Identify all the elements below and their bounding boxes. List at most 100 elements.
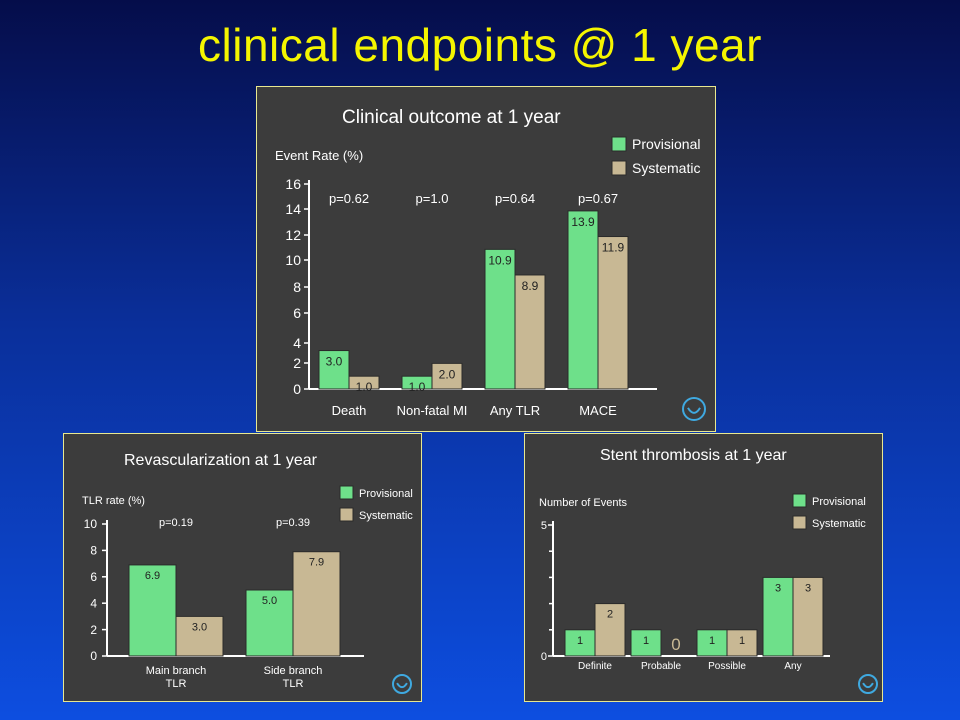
slide-title: clinical endpoints @ 1 year: [198, 19, 762, 71]
y-tick-label: 2: [293, 355, 301, 371]
y-tick-label: 0: [90, 649, 97, 663]
legend-label: Provisional: [812, 496, 866, 508]
bar-data-label: 6.9: [145, 570, 160, 582]
bar-systematic: [175, 615, 224, 657]
bar-provisional: [696, 629, 728, 657]
y-axis-label: Event Rate (%): [275, 148, 363, 163]
bar-systematic: [431, 362, 463, 390]
legend-swatch-systematic: [792, 515, 807, 530]
x-category-label: Side branch: [264, 665, 323, 677]
revascularization-chart: Revascularization at 1 year TLR rate (%) 0…: [82, 452, 413, 694]
chart-title: Stent thrombosis at 1 year: [600, 447, 787, 464]
x-category-label: TLR: [283, 678, 304, 690]
x-category-label: Non-fatal MI: [397, 403, 468, 418]
bar-data-label: 10.9: [488, 253, 512, 267]
stent-thrombosis-chart: Stent thrombosis at 1 year Number of Even…: [539, 447, 878, 694]
chart-title: Revascularization at 1 year: [124, 452, 318, 469]
bar-provisional: [762, 576, 794, 657]
bar-data-label: 8.9: [522, 279, 539, 293]
legend-swatch-provisional: [792, 493, 807, 508]
legend-label: Provisional: [632, 136, 700, 152]
logo-icon: [682, 397, 706, 421]
y-tick-label: 8: [293, 279, 301, 295]
bar-data-label: 13.9: [571, 215, 595, 229]
legend-label: Provisional: [359, 488, 413, 500]
x-category-label: Definite: [578, 661, 612, 672]
x-category-label: TLR: [166, 678, 187, 690]
x-category-label: MACE: [579, 403, 617, 418]
bar-data-label: 2.0: [439, 367, 456, 381]
bar-systematic: [726, 629, 758, 657]
legend-swatch-systematic: [611, 160, 627, 176]
y-tick-label: 16: [285, 176, 301, 192]
y-tick-label: 0: [541, 651, 547, 663]
p-value-annotation: p=1.0: [416, 191, 449, 206]
x-category-label: Main branch: [146, 665, 207, 677]
bar-data-label: 11.9: [602, 241, 625, 255]
y-tick-label: 6: [293, 305, 301, 321]
bar-data-label: 3.0: [192, 621, 207, 633]
bar-provisional: [128, 564, 177, 657]
bar-data-label: 0: [671, 635, 680, 654]
legend-swatch-provisional: [611, 136, 627, 152]
legend-label: Systematic: [812, 518, 866, 530]
y-tick-label: 8: [90, 544, 97, 558]
legend-label: Systematic: [632, 160, 700, 176]
p-value-annotation: p=0.39: [276, 517, 310, 529]
bar-systematic: [594, 603, 626, 657]
bar-provisional: [567, 210, 599, 390]
chart-title: Clinical outcome at 1 year: [342, 107, 561, 128]
x-category-label: Death: [332, 403, 367, 418]
bar-provisional: [564, 629, 596, 657]
clinical-outcome-panel: Clinical outcome at 1 year Event Rate (%)…: [256, 86, 716, 432]
bar-systematic: [597, 236, 629, 390]
p-value-annotation: p=0.64: [495, 191, 535, 206]
bar-provisional: [318, 350, 350, 390]
legend-label: Systematic: [359, 510, 413, 522]
legend-swatch-provisional: [339, 485, 354, 500]
clinical-outcome-chart: Clinical outcome at 1 year Event Rate (%)…: [275, 107, 706, 421]
bar-systematic: [348, 375, 380, 390]
p-value-annotation: p=0.67: [578, 191, 618, 206]
bar-systematic: [792, 576, 824, 657]
y-axis-label: TLR rate (%): [82, 495, 145, 507]
y-tick-label: 10: [84, 517, 98, 531]
y-tick-label: 2: [90, 623, 97, 637]
y-tick-label: 4: [293, 335, 301, 351]
bar-data-label: 3.0: [326, 355, 343, 369]
logo-icon-mark: [687, 407, 701, 414]
y-axis-label: Number of Events: [539, 497, 628, 509]
y-tick-label: 12: [285, 227, 301, 243]
stent-thrombosis-panel: Stent thrombosis at 1 year Number of Even…: [524, 433, 883, 702]
bar-data-label: 5.0: [262, 595, 277, 607]
bar-data-label: 1: [643, 635, 649, 647]
bar-data-label: 1: [739, 635, 745, 647]
bar-data-label: 1: [709, 635, 715, 647]
bar-provisional: [245, 589, 294, 657]
y-tick-label: 5: [541, 520, 547, 532]
bar-data-label: 3: [805, 582, 811, 594]
bar-data-label: 1.0: [409, 380, 426, 394]
p-value-annotation: p=0.19: [159, 517, 193, 529]
x-category-label: Probable: [641, 661, 681, 672]
logo-icon: [858, 674, 878, 694]
bar-data-label: 1.0: [356, 380, 373, 394]
x-category-label: Any TLR: [490, 403, 540, 418]
bar-systematic: [292, 551, 341, 657]
p-value-annotation: p=0.62: [329, 191, 369, 206]
y-tick-label: 0: [293, 381, 301, 397]
revascularization-panel: Revascularization at 1 year TLR rate (%) 0…: [63, 433, 422, 702]
bar-systematic: [514, 274, 546, 390]
bar-data-label: 2: [607, 609, 613, 621]
y-tick-label: 10: [285, 252, 301, 268]
y-tick-label: 4: [90, 596, 97, 610]
bar-provisional: [630, 629, 662, 657]
legend-swatch-systematic: [339, 507, 354, 522]
bar-data-label: 7.9: [309, 557, 324, 569]
y-tick-label: 14: [285, 201, 301, 217]
logo-icon-mark: [396, 682, 408, 689]
logo-icon: [392, 674, 412, 694]
logo-icon-mark: [862, 682, 874, 689]
y-tick-label: 6: [90, 570, 97, 584]
x-category-label: Any: [784, 661, 801, 672]
